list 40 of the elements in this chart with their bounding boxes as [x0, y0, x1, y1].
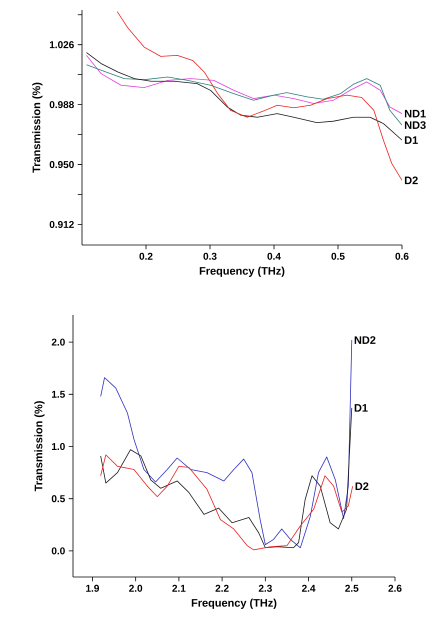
- x-tick-label: 0.6: [395, 252, 409, 260]
- x-tick-label: 2.5: [345, 584, 358, 592]
- series-label: ND2: [354, 336, 376, 344]
- x-tick-label: 0.3: [203, 252, 217, 260]
- line-series: [86, 64, 402, 126]
- series-label: D2: [404, 176, 418, 184]
- y-tick-label: 1.5: [52, 390, 65, 398]
- y-tick-label: 0.912: [50, 220, 74, 228]
- y-tick-label: 0.5: [52, 495, 65, 502]
- x-tick-label: 1.9: [86, 584, 100, 592]
- y-tick-label: 0.988: [50, 101, 74, 108]
- series-label: ND1: [404, 110, 426, 118]
- line-series: [100, 340, 352, 548]
- series-label: ND3: [404, 121, 426, 130]
- y-tick-label: 1.026: [50, 41, 74, 48]
- line-series: [86, 52, 402, 141]
- line-series: [100, 454, 354, 550]
- y-tick-label: 2.0: [52, 338, 65, 346]
- x-tick-label: 2.3: [258, 584, 272, 592]
- y-axis-title: Transmission (%): [32, 82, 42, 173]
- x-tick-label: 2.2: [216, 584, 229, 592]
- y-tick-label: 0.950: [50, 161, 74, 168]
- line-series: [116, 11, 402, 181]
- x-axis-title: Frequency (THz): [192, 598, 276, 609]
- x-tick-label: 2.0: [129, 584, 142, 592]
- x-tick-label: 0.5: [331, 252, 345, 260]
- line-series: [100, 407, 352, 548]
- x-tick-label: 2.1: [172, 584, 186, 592]
- x-axis-title: Frequency (THz): [200, 266, 284, 277]
- x-tick-label: 2.4: [302, 584, 316, 592]
- y-axis-title: Transmission (%): [34, 401, 45, 492]
- series-label: D1: [404, 136, 418, 144]
- series-label: D2: [356, 482, 368, 490]
- line-series: [86, 55, 402, 114]
- y-tick-label: 0.0: [52, 547, 65, 554]
- x-tick-label: 2.6: [388, 584, 402, 592]
- x-tick-label: 0.2: [139, 252, 153, 260]
- y-tick-label: 1.0: [52, 442, 65, 450]
- x-tick-label: 0.4: [267, 252, 281, 260]
- series-label: D1: [354, 404, 368, 412]
